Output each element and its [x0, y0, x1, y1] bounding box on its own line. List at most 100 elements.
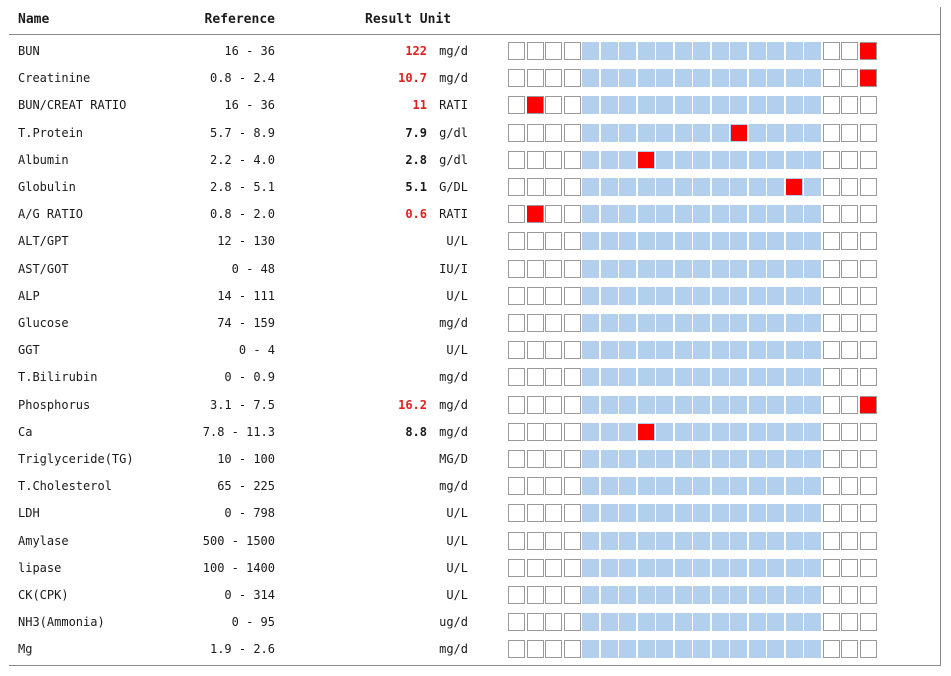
gauge-segment-normal	[637, 232, 655, 251]
reference-range: 16 - 36	[224, 98, 275, 113]
gauge-segment-normal	[804, 531, 821, 550]
gauge-segment-normal	[693, 368, 710, 387]
table-row: ALT/GPT 12 - 130 U/L	[0, 228, 951, 255]
gauge-segment	[526, 395, 544, 414]
gauge-segment	[841, 69, 858, 88]
gauge-segment-normal	[693, 450, 710, 468]
gauge-segment-normal	[804, 558, 821, 577]
gauge-segment	[508, 613, 525, 632]
gauge-segment-normal	[619, 314, 636, 332]
gauge-segment-normal	[767, 558, 784, 577]
gauge-segment-normal	[693, 395, 710, 414]
test-name: GGT	[18, 343, 40, 358]
reference-range: 2.2 - 4.0	[209, 152, 275, 167]
result-value	[360, 446, 427, 473]
gauge-segment-normal	[748, 123, 766, 142]
gauge-segment-normal	[600, 531, 618, 550]
result-unit: mg/d	[439, 642, 468, 657]
gauge-segment-normal	[785, 341, 803, 360]
gauge-segment-normal	[711, 368, 729, 387]
gauge-segment-normal	[582, 477, 599, 496]
gauge-segment-normal	[767, 259, 784, 278]
gauge-segment	[841, 613, 858, 632]
result-marker	[638, 151, 654, 168]
gauge-segment-normal	[730, 640, 747, 659]
gauge-segment-normal	[767, 314, 784, 332]
gauge-segment	[859, 477, 877, 496]
gauge-segment	[859, 205, 877, 224]
gauge-segment	[859, 531, 877, 550]
gauge-segment-normal	[785, 314, 803, 332]
gauge-segment-normal	[637, 69, 655, 88]
gauge-segment	[859, 123, 877, 142]
gauge-segment-normal	[767, 640, 784, 659]
gauge-segment-normal	[693, 640, 710, 659]
gauge-segment-normal	[600, 450, 618, 468]
gauge-segment	[841, 640, 858, 659]
gauge-segment	[841, 395, 858, 414]
gauge-segment-normal	[693, 123, 710, 142]
gauge-segment-normal	[785, 450, 803, 468]
gauge-segment-normal	[637, 504, 655, 523]
gauge-segment-normal	[804, 368, 821, 387]
gauge-segment-normal	[767, 178, 784, 196]
gauge-segment	[822, 341, 840, 360]
gauge-segment-normal	[600, 586, 618, 604]
gauge-segment-normal	[637, 259, 655, 278]
range-gauge	[508, 640, 878, 659]
range-gauge	[508, 450, 878, 468]
gauge-segment-normal	[693, 96, 710, 115]
gauge-segment-normal	[674, 205, 692, 224]
gauge-segment-normal	[730, 205, 747, 224]
gauge-segment-normal	[600, 341, 618, 360]
table-row: Glucose 74 - 159 mg/d	[0, 310, 951, 337]
gauge-segment-normal	[600, 42, 618, 60]
gauge-segment-normal	[637, 477, 655, 496]
table-row: Ca 7.8 - 11.3 8.8 mg/d	[0, 419, 951, 446]
test-name: Glucose	[18, 316, 69, 330]
gauge-segment	[841, 368, 858, 387]
gauge-segment-normal	[693, 586, 710, 604]
gauge-segment	[545, 422, 562, 441]
gauge-segment-normal	[637, 178, 655, 196]
reference-range: 2.8 - 5.1	[209, 180, 275, 194]
gauge-segment	[822, 586, 840, 604]
gauge-segment-normal	[785, 96, 803, 115]
gauge-segment	[545, 96, 562, 115]
gauge-segment-normal	[656, 341, 673, 360]
gauge-segment-normal	[582, 613, 599, 632]
gauge-segment-normal	[804, 123, 821, 142]
gauge-segment-normal	[711, 259, 729, 278]
gauge-segment	[545, 640, 562, 659]
gauge-segment	[563, 586, 581, 604]
test-name: lipase	[18, 560, 62, 575]
result-unit: G/DL	[439, 180, 468, 194]
result-marker	[860, 396, 876, 413]
test-name: NH3(Ammonia)	[18, 615, 105, 630]
gauge-segment-normal	[693, 150, 710, 169]
gauge-segment	[841, 504, 858, 523]
result-unit: MG/D	[439, 452, 468, 466]
gauge-segment	[841, 259, 858, 278]
gauge-segment-normal	[582, 341, 599, 360]
gauge-segment-normal	[804, 640, 821, 659]
gauge-segment-normal	[693, 341, 710, 360]
gauge-segment-normal	[619, 232, 636, 251]
gauge-segment-normal	[748, 96, 766, 115]
gauge-segment	[822, 96, 840, 115]
range-gauge	[508, 395, 878, 414]
gauge-segment-normal	[582, 286, 599, 305]
gauge-segment-normal	[748, 314, 766, 332]
table-row: Triglyceride(TG) 10 - 100 MG/D	[0, 446, 951, 473]
gauge-segment-normal	[619, 368, 636, 387]
gauge-segment-normal	[804, 341, 821, 360]
gauge-segment	[545, 42, 562, 60]
gauge-segment	[822, 477, 840, 496]
result-marker	[730, 124, 747, 141]
gauge-segment-normal	[600, 368, 618, 387]
gauge-segment	[841, 178, 858, 196]
gauge-segment	[859, 178, 877, 196]
gauge-segment-normal	[730, 96, 747, 115]
gauge-segment-normal	[693, 259, 710, 278]
gauge-segment-normal	[748, 640, 766, 659]
